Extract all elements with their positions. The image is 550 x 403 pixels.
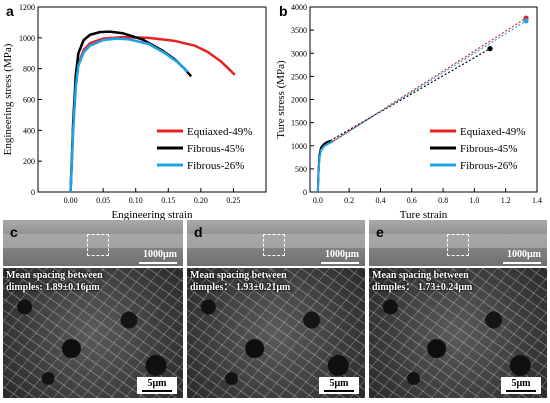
x-tick-label: 0.05: [96, 196, 110, 205]
mean-spacing-line2: dimples： 1.73±0.24μm: [372, 282, 473, 293]
mean-spacing-line2: dimples: 1.89±0.16μm: [6, 282, 100, 293]
x-tick-label: 0.25: [226, 196, 240, 205]
scale-bar-5um: 5μm: [501, 377, 541, 394]
scale-bar-top: [321, 262, 359, 264]
y-tick-label: 1000: [291, 142, 307, 151]
legend-label: Fibrous-26%: [187, 160, 244, 172]
fractograph-panel-c: 1000μm c Mean spacing between dimples: 1…: [3, 220, 183, 398]
legend-label: Fibrous-26%: [460, 160, 517, 172]
y-tick-label: 1500: [291, 119, 307, 128]
series-line: [316, 141, 333, 193]
fractograph-panel-d: 1000μm d Mean spacing between dimples： 1…: [187, 220, 365, 398]
scale-bar-5um: 5μm: [137, 377, 177, 394]
plot-b: 0 500 1000 1500 2000 2500 3000 3500 4000 0.0 0.2 0.…: [275, 3, 542, 221]
y-tick-label: 2000: [291, 96, 307, 105]
y-tick-label: 200: [23, 157, 35, 166]
dimple-micrograph-image: [187, 268, 365, 398]
y-axis-label: Ture stress (MPa): [275, 60, 287, 139]
y-tick-label: 0: [31, 188, 35, 197]
fracture-overview-image: [187, 220, 365, 266]
zoom-region-box: [87, 234, 109, 256]
x-tick-label: 0.00: [64, 196, 78, 205]
y-tick-label: 400: [23, 126, 35, 135]
x-tick-label: 1.2: [501, 196, 511, 205]
mean-spacing-line1: Mean spacing between: [372, 270, 469, 281]
series-extrapolation-line: [330, 48, 491, 142]
scale-bar-top: [139, 262, 177, 264]
mean-spacing-text: Mean spacing between dimples： 1.73±0.24μ…: [372, 270, 472, 294]
dashed-divider: [187, 266, 365, 268]
x-axis-label: Ture strain: [400, 209, 448, 221]
fracture-overview-image: [3, 220, 183, 266]
legend-label: Equiaxed-49%: [187, 126, 252, 138]
fracture-point: [487, 46, 493, 52]
x-tick-label: 1.4: [532, 196, 542, 205]
fractograph-panel-e: 1000μm e Mean spacing between dimples： 1…: [369, 220, 547, 398]
y-tick-label: 600: [23, 96, 35, 105]
dashed-divider: [369, 266, 547, 268]
y-tick-label: 4000: [291, 3, 307, 12]
x-tick-label: 0.2: [344, 196, 354, 205]
scale-bar-5um: 5μm: [319, 377, 359, 394]
y-axis-label: Engineering stress (MPa): [2, 43, 14, 155]
scale-bar-line: [142, 390, 172, 392]
mean-spacing-line1: Mean spacing between: [190, 270, 287, 281]
x-tick-label: 0.4: [375, 196, 385, 205]
x-tick-label: 0.0: [313, 196, 323, 205]
panel-letter-c: c: [10, 224, 18, 240]
dimple-micrograph-image: [369, 268, 547, 398]
legend-label: Fibrous-45%: [460, 143, 517, 155]
fracture-overview-image: [369, 220, 547, 266]
y-tick-label: 800: [23, 65, 35, 74]
y-tick-label: 0: [303, 188, 307, 197]
x-tick-label: 0.20: [194, 196, 208, 205]
mean-spacing-line1: Mean spacing between: [6, 270, 103, 281]
chart-b: b 0 500 1000 1500 2000 2500 3000 3500 4000 0.0 0.2…: [275, 3, 542, 221]
y-tick-label: 500: [295, 165, 307, 174]
legend-label: Fibrous-45%: [187, 143, 244, 155]
scale-label-bottom: 5μm: [329, 378, 349, 389]
x-tick-label: 0.6: [407, 196, 417, 205]
scale-label-bottom: 5μm: [511, 378, 531, 389]
fracture-point: [523, 18, 529, 24]
mean-spacing-line2: dimples： 1.93±0.21μm: [190, 282, 291, 293]
dimple-micrograph-image: [3, 268, 183, 398]
zoom-region-box: [263, 234, 285, 256]
scale-label-top: 1000μm: [507, 249, 541, 260]
scale-bar-line: [324, 390, 354, 392]
x-tick-label: 0.15: [161, 196, 175, 205]
y-tick-label: 3500: [291, 26, 307, 35]
zoom-region-box: [447, 234, 469, 256]
x-tick-label: 1.0: [469, 196, 479, 205]
x-tick-label: 0.8: [438, 196, 448, 205]
scale-bar-top: [503, 262, 541, 264]
legend-label: Equiaxed-49%: [460, 126, 525, 138]
y-tick-label: 1200: [19, 3, 35, 12]
series-line: [69, 37, 189, 193]
y-tick-label: 1000: [19, 34, 35, 43]
scale-bar-line: [506, 390, 536, 392]
scale-label-top: 1000μm: [325, 249, 359, 260]
x-axis-label: Engineering strain: [112, 209, 193, 221]
scale-label-top: 1000μm: [143, 249, 177, 260]
x-tick-label: 0.10: [129, 196, 143, 205]
panel-letter-b: b: [279, 3, 288, 19]
dashed-divider: [3, 266, 183, 268]
y-tick-label: 3000: [291, 49, 307, 58]
panel-letter-e: e: [376, 224, 384, 240]
series-extrapolation-line: [331, 20, 527, 143]
panel-letter-a: a: [6, 3, 14, 19]
scale-label-bottom: 5μm: [147, 378, 167, 389]
y-tick-label: 2500: [291, 72, 307, 81]
mean-spacing-text: Mean spacing between dimples： 1.93±0.21μ…: [190, 270, 290, 294]
plot-a: 0 200 400 600 800 1000 1200 0.00 0.05 0.10 0.15 0.2…: [2, 3, 267, 221]
mean-spacing-text: Mean spacing between dimples: 1.89±0.16μ…: [6, 270, 103, 294]
panel-letter-d: d: [194, 224, 203, 240]
series-line: [69, 30, 193, 193]
